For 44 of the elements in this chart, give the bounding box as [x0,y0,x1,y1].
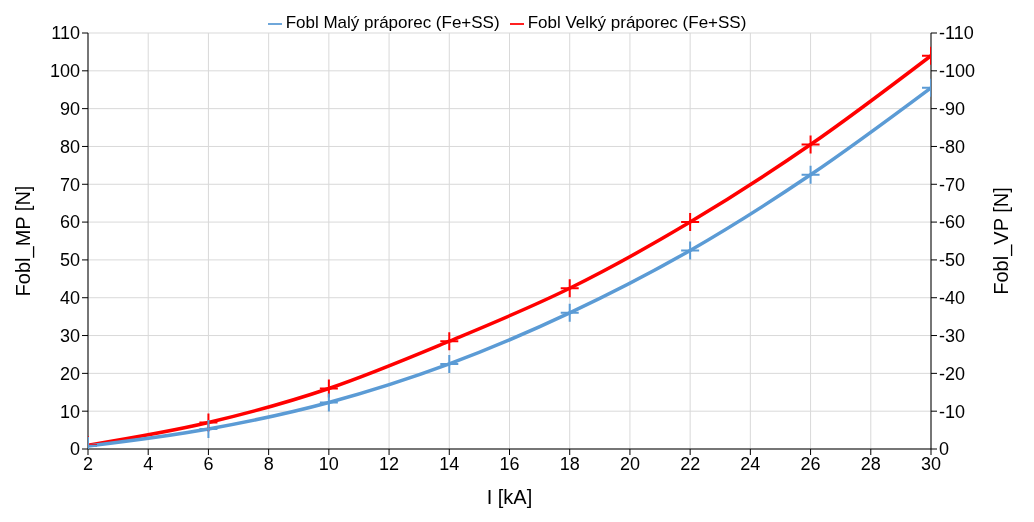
y2-tick-label: -30 [939,325,966,346]
x-tick-label: 6 [203,453,214,474]
x-tick-label: 8 [263,453,274,474]
x-tick-label: 22 [680,453,701,474]
y2-tick-label: -110 [939,23,974,44]
y2-axis-title: Fobl_VP [N] [990,187,1014,295]
y-tick-label: 10 [59,401,80,422]
y2-tick-label: -90 [939,99,966,120]
x-tick-label: 28 [860,453,881,474]
y2-tick-label: 0 [939,439,950,460]
y2-tick-label: -50 [939,250,966,271]
y-tick-label: 40 [59,288,80,309]
x-tick-label: 18 [559,453,580,474]
x-tick-label: 24 [740,453,761,474]
y2-tick-label: -80 [939,136,966,157]
y-tick-label: 100 [49,61,80,82]
y-tick-label: 0 [69,439,80,460]
y2-tick-label: -10 [939,401,966,422]
y2-tick-label: -100 [939,61,976,82]
y2-tick-label: -60 [939,212,966,233]
x-tick-label: 20 [619,453,640,474]
y2-tick-label: -20 [939,363,966,384]
legend-label: Fobl Velký práporec (Fe+SS) [527,13,747,32]
y-tick-label: 20 [59,363,80,384]
y2-tick-label: -70 [939,174,966,195]
x-tick-label: 30 [920,453,942,474]
y-tick-label: 90 [59,99,80,120]
x-tick-label: 2 [82,453,94,474]
x-tick-label: 12 [379,453,400,474]
y-tick-label: 60 [59,212,80,233]
y-tick-label: 110 [51,23,80,44]
x-tick-label: 14 [439,453,460,474]
x-tick-label: 26 [800,453,821,474]
x-tick-label: 10 [318,453,339,474]
y2-tick-label: -40 [939,288,966,309]
y-tick-label: 70 [59,174,80,195]
legend-label: Fobl Malý práporec (Fe+SS) [285,13,500,32]
y-tick-label: 30 [59,325,80,346]
x-tick-label: 16 [499,453,520,474]
y-axis-title: Fobl_MP [N] [12,185,36,297]
x-axis-title: I [kA] [486,486,533,508]
y-tick-label: 80 [59,136,80,157]
x-tick-label: 4 [143,453,154,474]
y-tick-label: 50 [59,250,80,271]
